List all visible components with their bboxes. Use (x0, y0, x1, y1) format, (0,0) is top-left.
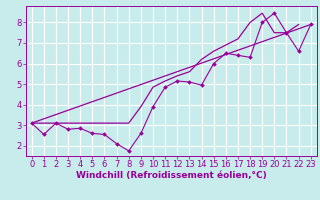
X-axis label: Windchill (Refroidissement éolien,°C): Windchill (Refroidissement éolien,°C) (76, 171, 267, 180)
